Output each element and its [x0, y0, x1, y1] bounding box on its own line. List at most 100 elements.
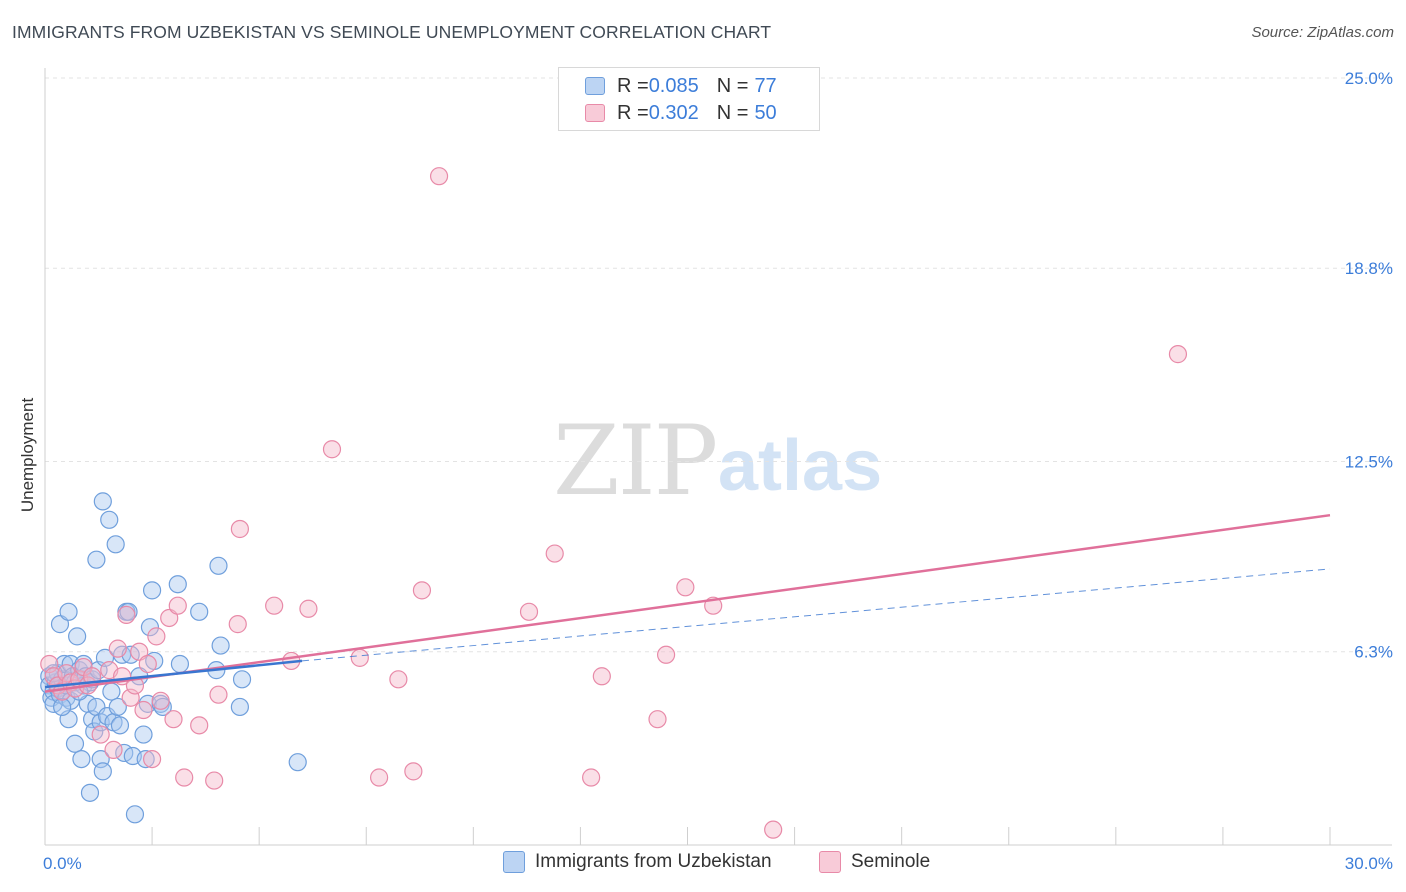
seminole-point — [91, 725, 110, 744]
axes — [44, 68, 1392, 846]
uzbekistan-point — [134, 725, 153, 744]
uzbekistan-point — [209, 556, 228, 575]
uzbekistan-point — [72, 749, 91, 769]
uzbekistan-point — [59, 602, 78, 621]
uzbekistan-point — [232, 670, 252, 689]
seminole-point — [519, 602, 539, 621]
seminole-point — [404, 762, 423, 781]
uzbekistan-point — [102, 682, 121, 701]
uzbekistan-point — [211, 636, 230, 655]
seminole-point — [175, 768, 194, 787]
legend-row-uzbekistan: R = 0.085 N = 77 — [585, 74, 777, 98]
watermark-zip: ZIP — [553, 405, 718, 517]
legend-r-label: R = — [617, 101, 649, 124]
trend-lines — [44, 513, 1331, 693]
legend-swatch-blue — [503, 851, 525, 873]
uzbekistan-point — [190, 602, 209, 621]
seminole-point — [370, 768, 389, 787]
seminole-point — [230, 519, 249, 539]
uzbekistan-point — [230, 697, 249, 717]
seminole-point — [108, 639, 127, 658]
legend-r-value: 0.302 — [648, 101, 699, 124]
seminole-point — [130, 642, 149, 661]
legend-r-value: 0.085 — [648, 74, 699, 97]
seminole-point — [582, 768, 601, 787]
legend-item-uzbekistan: Immigrants from Uzbekistan — [503, 851, 772, 873]
uzbekistan-point — [119, 602, 138, 621]
legend-swatch-blue — [585, 77, 605, 95]
legend-n-value: 50 — [754, 101, 777, 124]
legend-swatch-pink — [585, 104, 605, 122]
seminole-point — [429, 167, 449, 186]
seminole-trend-line — [44, 513, 1331, 693]
seminole-point — [168, 596, 187, 615]
seminole-point — [764, 820, 783, 839]
legend-n-label: N = — [716, 101, 749, 124]
legend-label-seminole: Seminole — [851, 851, 931, 872]
seminole-point — [104, 740, 123, 759]
seminole-point — [205, 771, 224, 790]
y-axis-label: Unemployment — [18, 397, 37, 513]
seminole-point — [656, 645, 676, 664]
tick-labels: 6.3% 12.5% 18.8% 25.0% 0.0% 30.0% — [43, 69, 1393, 873]
seminole-point — [1168, 345, 1188, 364]
seminole-point — [265, 596, 284, 615]
seminole-point — [412, 581, 432, 600]
uzbekistan-point — [65, 734, 85, 753]
legend-swatch-pink — [819, 851, 841, 873]
uzbekistan-trend-line — [44, 659, 303, 689]
uzbekistan-trend-extension — [301, 568, 1331, 662]
seminole-point — [138, 654, 157, 674]
seminole-point — [350, 648, 369, 667]
source-label: Source: ZipAtlas.com — [1251, 24, 1394, 41]
seminole-point — [228, 615, 247, 634]
seminole-point — [389, 670, 408, 689]
uzbekistan-point — [68, 627, 87, 646]
grid-lines — [45, 77, 1392, 653]
seminole-point — [648, 710, 667, 729]
seminole-point — [151, 691, 170, 710]
x-tick-label: 0.0% — [43, 854, 82, 873]
uzbekistan-point — [168, 575, 187, 594]
chart-title: IMMIGRANTS FROM UZBEKISTAN VS SEMINOLE U… — [12, 22, 772, 42]
seminole-point — [322, 440, 342, 459]
seminole-point — [676, 578, 695, 597]
seminole-point — [545, 544, 564, 563]
seminole-point — [160, 608, 179, 628]
uzbekistan-point — [170, 654, 190, 674]
uzbekistan-point — [87, 550, 106, 569]
y-tick-label: 25.0% — [1345, 69, 1393, 88]
seminole-point — [164, 710, 183, 729]
y-tick-label: 6.3% — [1354, 643, 1393, 662]
series-uzbekistan-points — [40, 492, 307, 824]
uzbekistan-point — [106, 535, 125, 554]
uzbekistan-point — [93, 492, 112, 511]
uzbekistan-point — [110, 716, 130, 735]
seminole-point — [592, 667, 611, 686]
uzbekistan-point — [100, 510, 119, 529]
legend-row-seminole: R = 0.302 N = 50 — [585, 101, 777, 125]
seminole-point — [147, 627, 166, 646]
correlation-legend: R = 0.085 N = 77 R = 0.302 N = 50 — [558, 67, 820, 131]
uzbekistan-point — [50, 615, 70, 634]
seminole-point — [117, 605, 136, 625]
uzbekistan-point — [108, 697, 127, 717]
y-tick-label: 18.8% — [1345, 259, 1393, 278]
legend-n-value: 77 — [754, 74, 777, 97]
legend-n-label: N = — [716, 74, 749, 97]
seminole-point — [209, 685, 228, 704]
y-tick-label: 12.5% — [1345, 453, 1393, 472]
uzbekistan-point — [53, 697, 72, 717]
x-tick-label: 30.0% — [1345, 854, 1393, 873]
seminole-point — [190, 716, 209, 735]
uzbekistan-point — [93, 762, 112, 781]
uzbekistan-point — [136, 749, 155, 769]
seminole-point — [142, 749, 162, 769]
legend-label-uzbekistan: Immigrants from Uzbekistan — [535, 851, 772, 872]
watermark-atlas: atlas — [718, 426, 883, 506]
seminole-point — [134, 700, 153, 720]
seminole-point — [299, 599, 318, 618]
uzbekistan-point — [80, 783, 100, 802]
legend-item-seminole: Seminole — [819, 851, 930, 873]
